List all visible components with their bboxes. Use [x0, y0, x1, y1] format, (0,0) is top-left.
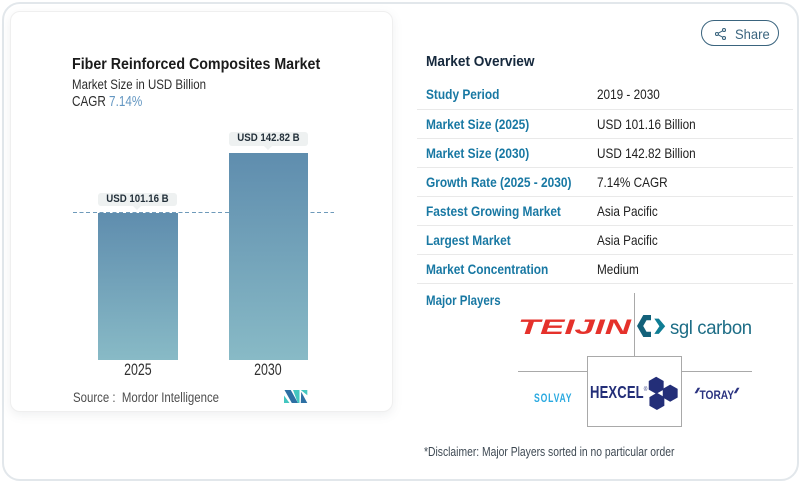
svg-text:TEIJIN: TEIJIN — [518, 315, 632, 339]
svg-text:TORAY: TORAY — [700, 390, 735, 401]
